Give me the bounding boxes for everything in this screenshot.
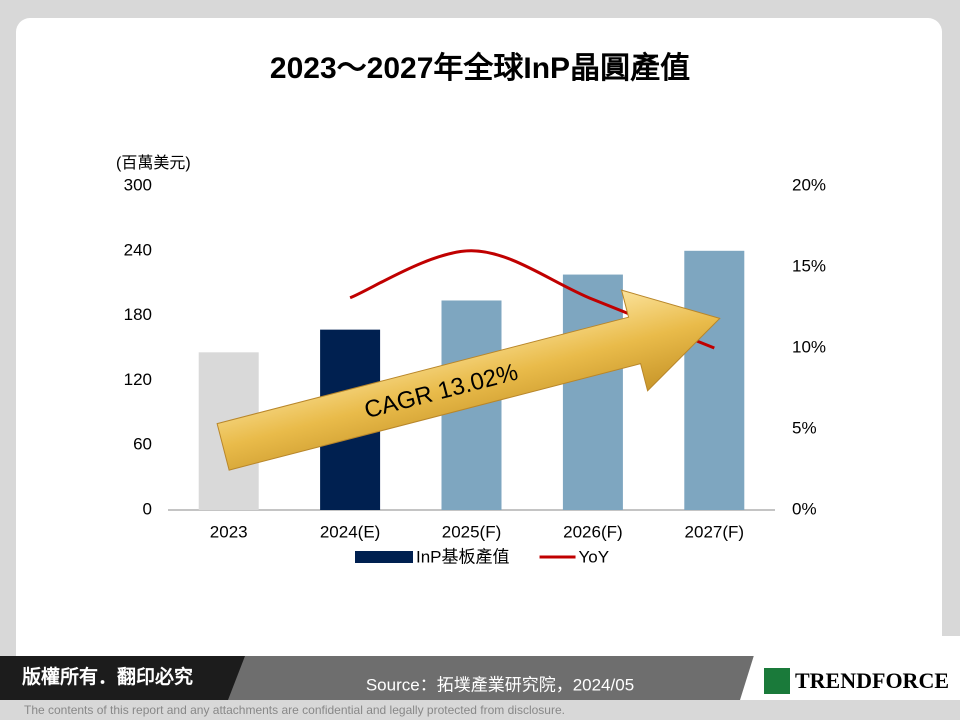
y-tick-label: 180 [124,305,152,324]
y2-tick-label: 15% [792,256,826,275]
y-tick-label: 0 [143,499,152,518]
chart-title: 2023～2027年全球InP晶圓產值 [270,51,690,85]
y-tick-label: 240 [124,240,152,259]
copyright: 版權所有．翻印必究 [22,665,193,688]
brand: TRENDFORCE [795,668,949,693]
arrow-shape [216,289,721,471]
y2-tick-label: 10% [792,337,826,356]
x-tick-label: 2023 [210,522,248,541]
x-tick-label: 2026(F) [563,522,623,541]
y2-tick-label: 5% [792,418,817,437]
disclaimer: The contents of this report and any atta… [24,703,565,717]
y-tick-label: 300 [124,175,152,194]
footer-left [0,656,245,700]
legend-label: InP基板產值 [416,547,510,566]
bar [562,274,623,510]
legend-label: YoY [579,547,610,566]
y-tick-label: 120 [124,370,152,389]
logo-icon [764,668,790,694]
y-tick-label: 60 [133,435,152,454]
source: Source：拓墣產業研究院，2024/05 [366,675,634,694]
y2-tick-label: 20% [792,175,826,194]
x-tick-label: 2024(E) [320,522,380,541]
logo-box [740,636,960,700]
x-tick-label: 2027(F) [685,522,745,541]
bar [684,250,745,511]
legend-swatch [355,551,413,563]
y2-tick-label: 0% [792,499,817,518]
x-tick-label: 2025(F) [442,522,502,541]
y-axis-label: (百萬美元) [116,154,191,172]
